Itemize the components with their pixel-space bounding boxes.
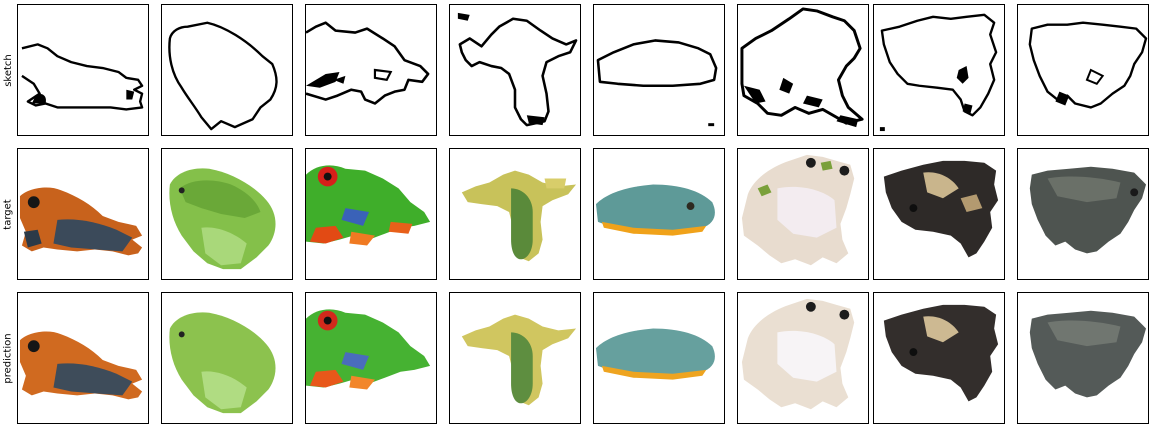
row-label-prediction: prediction: [2, 332, 14, 384]
target-cell-5: [593, 148, 725, 280]
target-image-6: [741, 154, 855, 266]
prediction-cell-2: [161, 292, 293, 424]
prediction-image-1: [19, 331, 143, 400]
target-cell-7: [873, 148, 1005, 280]
sketch-cell-5: [593, 4, 725, 136]
prediction-image-2: [169, 312, 276, 414]
prediction-cell-4: [449, 292, 581, 424]
prediction-image-3: [306, 309, 431, 390]
target-image-4: [461, 170, 577, 262]
sketch-image-3: [306, 21, 430, 105]
prediction-image-5: [595, 328, 715, 380]
prediction-cell-8: [1017, 292, 1149, 424]
sketch-image-5: [596, 39, 718, 127]
sketch-image-4: [457, 12, 578, 127]
prediction-cell-5: [593, 292, 725, 424]
sketch-image-2: [168, 21, 278, 131]
prediction-image-4: [461, 314, 577, 406]
target-image-7: [883, 160, 999, 258]
target-cell-3: [305, 148, 437, 280]
target-cell-6: [737, 148, 869, 280]
sketch-cell-6: [737, 4, 869, 136]
prediction-image-8: [1029, 310, 1147, 398]
target-image-1: [19, 187, 143, 256]
target-image-3: [306, 165, 431, 246]
sketch-image-7: [879, 13, 998, 132]
prediction-cell-3: [305, 292, 437, 424]
sketch-cell-1: [17, 4, 149, 136]
prediction-image-7: [883, 304, 999, 402]
target-cell-2: [161, 148, 293, 280]
sketch-cell-4: [449, 4, 581, 136]
sketch-image-1: [21, 43, 144, 111]
sketch-cell-2: [161, 4, 293, 136]
target-cell-1: [17, 148, 149, 280]
prediction-image-6: [741, 298, 855, 410]
prediction-cell-7: [873, 292, 1005, 424]
prediction-cell-1: [17, 292, 149, 424]
target-image-5: [595, 184, 715, 236]
sketch-image-6: [740, 7, 864, 128]
sketch-cell-3: [305, 4, 437, 136]
row-label-target: target: [2, 198, 14, 230]
sketch-image-8: [1028, 21, 1148, 109]
target-cell-8: [1017, 148, 1149, 280]
row-label-sketch: sketch: [2, 53, 14, 87]
target-image-8: [1029, 166, 1147, 254]
sketch-cell-8: [1017, 4, 1149, 136]
prediction-cell-6: [737, 292, 869, 424]
sketch-cell-7: [873, 4, 1005, 136]
target-image-2: [169, 168, 276, 270]
target-cell-4: [449, 148, 581, 280]
